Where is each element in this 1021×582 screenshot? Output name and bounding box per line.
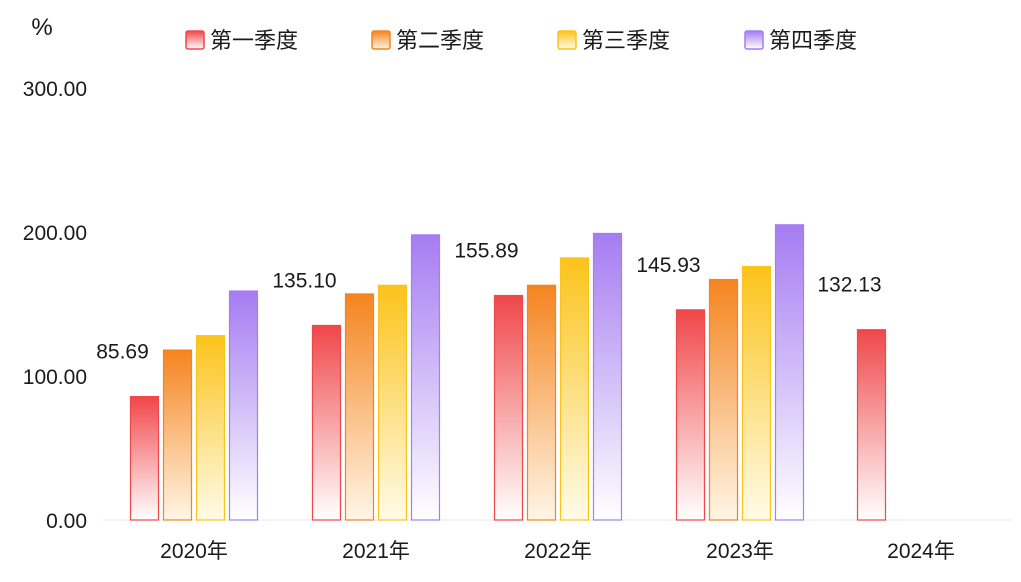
data-label: 135.10	[272, 269, 336, 292]
bar-series-2	[344, 293, 375, 521]
bar-series-3	[559, 257, 590, 521]
data-label: 155.89	[454, 240, 518, 263]
bar-series-1	[129, 396, 160, 521]
bar-series-1	[675, 309, 706, 521]
bar-series-3	[195, 335, 226, 521]
legend-swatch-2	[371, 30, 391, 50]
legend-label-2: 第二季度	[396, 28, 484, 53]
legend-swatch-1	[185, 30, 205, 50]
y-tick-label: 200.00	[23, 222, 87, 245]
bar-series-2	[162, 349, 193, 521]
data-label: 85.69	[96, 341, 149, 364]
bar-series-1	[311, 324, 342, 521]
y-tick-label: 0.00	[46, 510, 87, 533]
bar-series-4	[410, 234, 441, 521]
x-tick-label: 2024年	[887, 540, 955, 563]
data-label: 132.13	[817, 274, 881, 297]
y-axis-ticks: 0.00 100.00 200.00 300.00	[23, 78, 87, 533]
y-axis-unit-label: %	[31, 14, 52, 41]
bar-series-4	[592, 232, 623, 521]
legend: 第一季度 第二季度 第三季度 第四季度	[185, 28, 857, 53]
x-tick-label: 2021年	[342, 540, 410, 563]
x-axis-ticks: 2020年 2021年 2022年 2023年 2024年	[160, 540, 955, 563]
x-tick-label: 2020年	[160, 540, 228, 563]
bar-series-3	[377, 284, 408, 521]
bar-series-3	[741, 265, 772, 521]
x-tick-label: 2023年	[706, 540, 774, 563]
data-label: 145.93	[636, 254, 700, 277]
legend-label-3: 第三季度	[582, 28, 670, 53]
legend-swatch-3	[557, 30, 577, 50]
legend-label-1: 第一季度	[210, 28, 298, 53]
legend-label-4: 第四季度	[769, 28, 857, 53]
bars	[129, 224, 887, 521]
bar-series-1	[856, 329, 887, 521]
bar-series-2	[708, 278, 739, 521]
y-tick-label: 100.00	[23, 366, 87, 389]
data-labels: 85.69 135.10 155.89 145.93 132.13	[96, 240, 881, 364]
bar-series-4	[228, 290, 259, 521]
y-tick-label: 300.00	[23, 78, 87, 101]
x-tick-label: 2022年	[524, 540, 592, 563]
bar-series-4	[774, 224, 805, 521]
bar-series-1	[493, 294, 524, 521]
legend-swatch-4	[744, 30, 764, 50]
bar-series-2	[526, 284, 557, 521]
